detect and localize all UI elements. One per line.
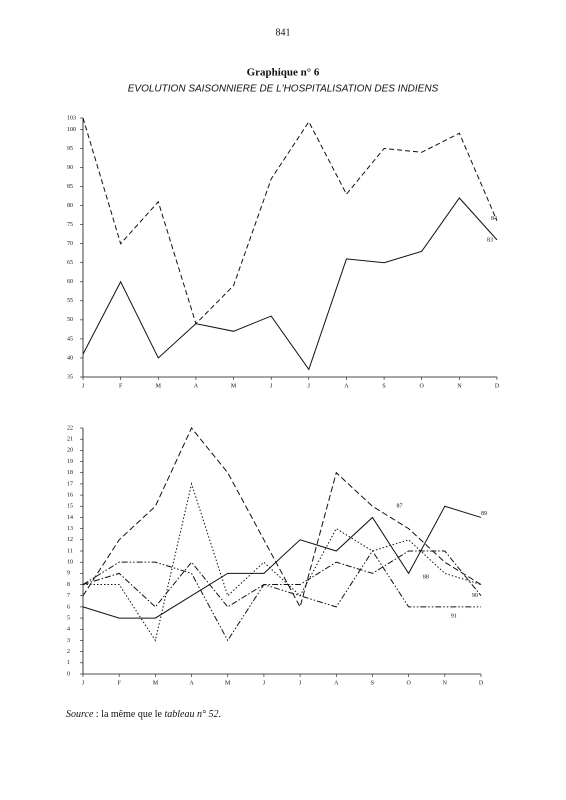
y-tick-label: 16 [67,492,73,498]
y-tick-label: 9 [67,571,70,577]
y-tick-label: 14 [67,515,73,521]
y-tick-label: 5 [67,615,70,621]
y-tick-label: 55 [67,298,73,304]
y-tick-label: 20 [67,448,73,454]
y-tick-label: 40 [67,355,73,361]
series-label: 84 [491,216,497,222]
x-tick-label: A [194,383,199,389]
series-line [83,482,482,642]
source-part: : la même que le [93,709,164,720]
x-tick-label: S [382,383,385,389]
x-tick-label: F [118,680,122,686]
y-tick-label: 2 [67,649,70,655]
y-tick-label: 65 [67,260,73,266]
x-tick-label: M [153,680,159,686]
source-part: Source [66,709,94,720]
y-tick-label: 12 [67,537,73,543]
x-tick-label: N [443,680,448,686]
series-line [82,550,482,608]
y-tick-label: 90 [67,165,73,171]
y-tick-label: 80 [67,203,73,209]
series-line [82,117,498,325]
x-tick-label: J [270,383,273,389]
x-tick-label: F [119,383,123,389]
x-tick-label: J [82,383,85,389]
y-tick-label: 100 [67,127,76,133]
y-tick-label: 75 [67,222,73,228]
x-tick-label: A [334,680,339,686]
series-line [82,427,482,609]
x-tick-label: A [189,680,194,686]
x-tick-label: D [495,383,500,389]
y-tick-label: 35 [67,374,73,380]
y-tick-label: 6 [67,604,70,610]
x-tick-label: M [156,383,162,389]
series-line [82,505,482,619]
source: Source : la même que le tableau n° 52. [66,709,221,720]
x-tick-label: S [371,680,374,686]
subtitle: EVOLUTION SAISONNIERE DE L'HOSPITALISATI… [128,84,439,95]
y-tick-label: 22 [67,425,73,431]
x-tick-label: N [457,383,462,389]
series-label: 90 [472,593,478,599]
y-tick-label: 1 [67,660,70,666]
y-tick-label: 70 [67,241,73,247]
series-line [82,197,498,371]
y-tick-label: 85 [67,184,73,190]
x-tick-label: J [299,680,302,686]
source-part: tableau n° 52 [165,709,219,720]
y-tick-label: 4 [67,627,70,633]
y-tick-label: 50 [67,317,73,323]
title: Graphique n° 6 [247,67,320,79]
y-tick-label: 21 [67,437,73,443]
page-number: 841 [276,27,291,38]
series-line [82,550,481,642]
y-tick-label: 18 [67,470,73,476]
y-tick-label: 13 [67,526,73,532]
x-tick-label: M [225,680,231,686]
x-tick-label: J [308,383,311,389]
y-tick-label: 45 [67,336,73,342]
x-tick-label: O [420,383,425,389]
y-tick-label: 11 [67,548,73,554]
x-tick-label: J [82,680,85,686]
y-tick-label: 3 [67,638,70,644]
y-tick-label: 10 [67,560,73,566]
series-label: 87 [396,504,402,510]
x-tick-label: M [231,383,237,389]
y-tick-label: 60 [67,279,73,285]
x-tick-label: D [479,680,484,686]
source-part: . [219,709,222,720]
y-tick-label: 103 [67,115,76,121]
series-label: 83 [487,237,493,243]
y-tick-label: 19 [67,459,73,465]
x-tick-label: J [263,680,266,686]
y-tick-label: 17 [67,481,73,487]
y-tick-label: 0 [67,671,70,677]
y-tick-label: 15 [67,504,73,510]
series-label: 91 [451,613,457,619]
x-tick-label: O [406,680,411,686]
y-tick-label: 95 [67,146,73,152]
y-tick-label: 8 [67,582,70,588]
x-tick-label: A [344,383,349,389]
series-label: 89 [481,511,487,517]
y-tick-label: 7 [67,593,70,599]
series-label: 88 [423,575,429,581]
